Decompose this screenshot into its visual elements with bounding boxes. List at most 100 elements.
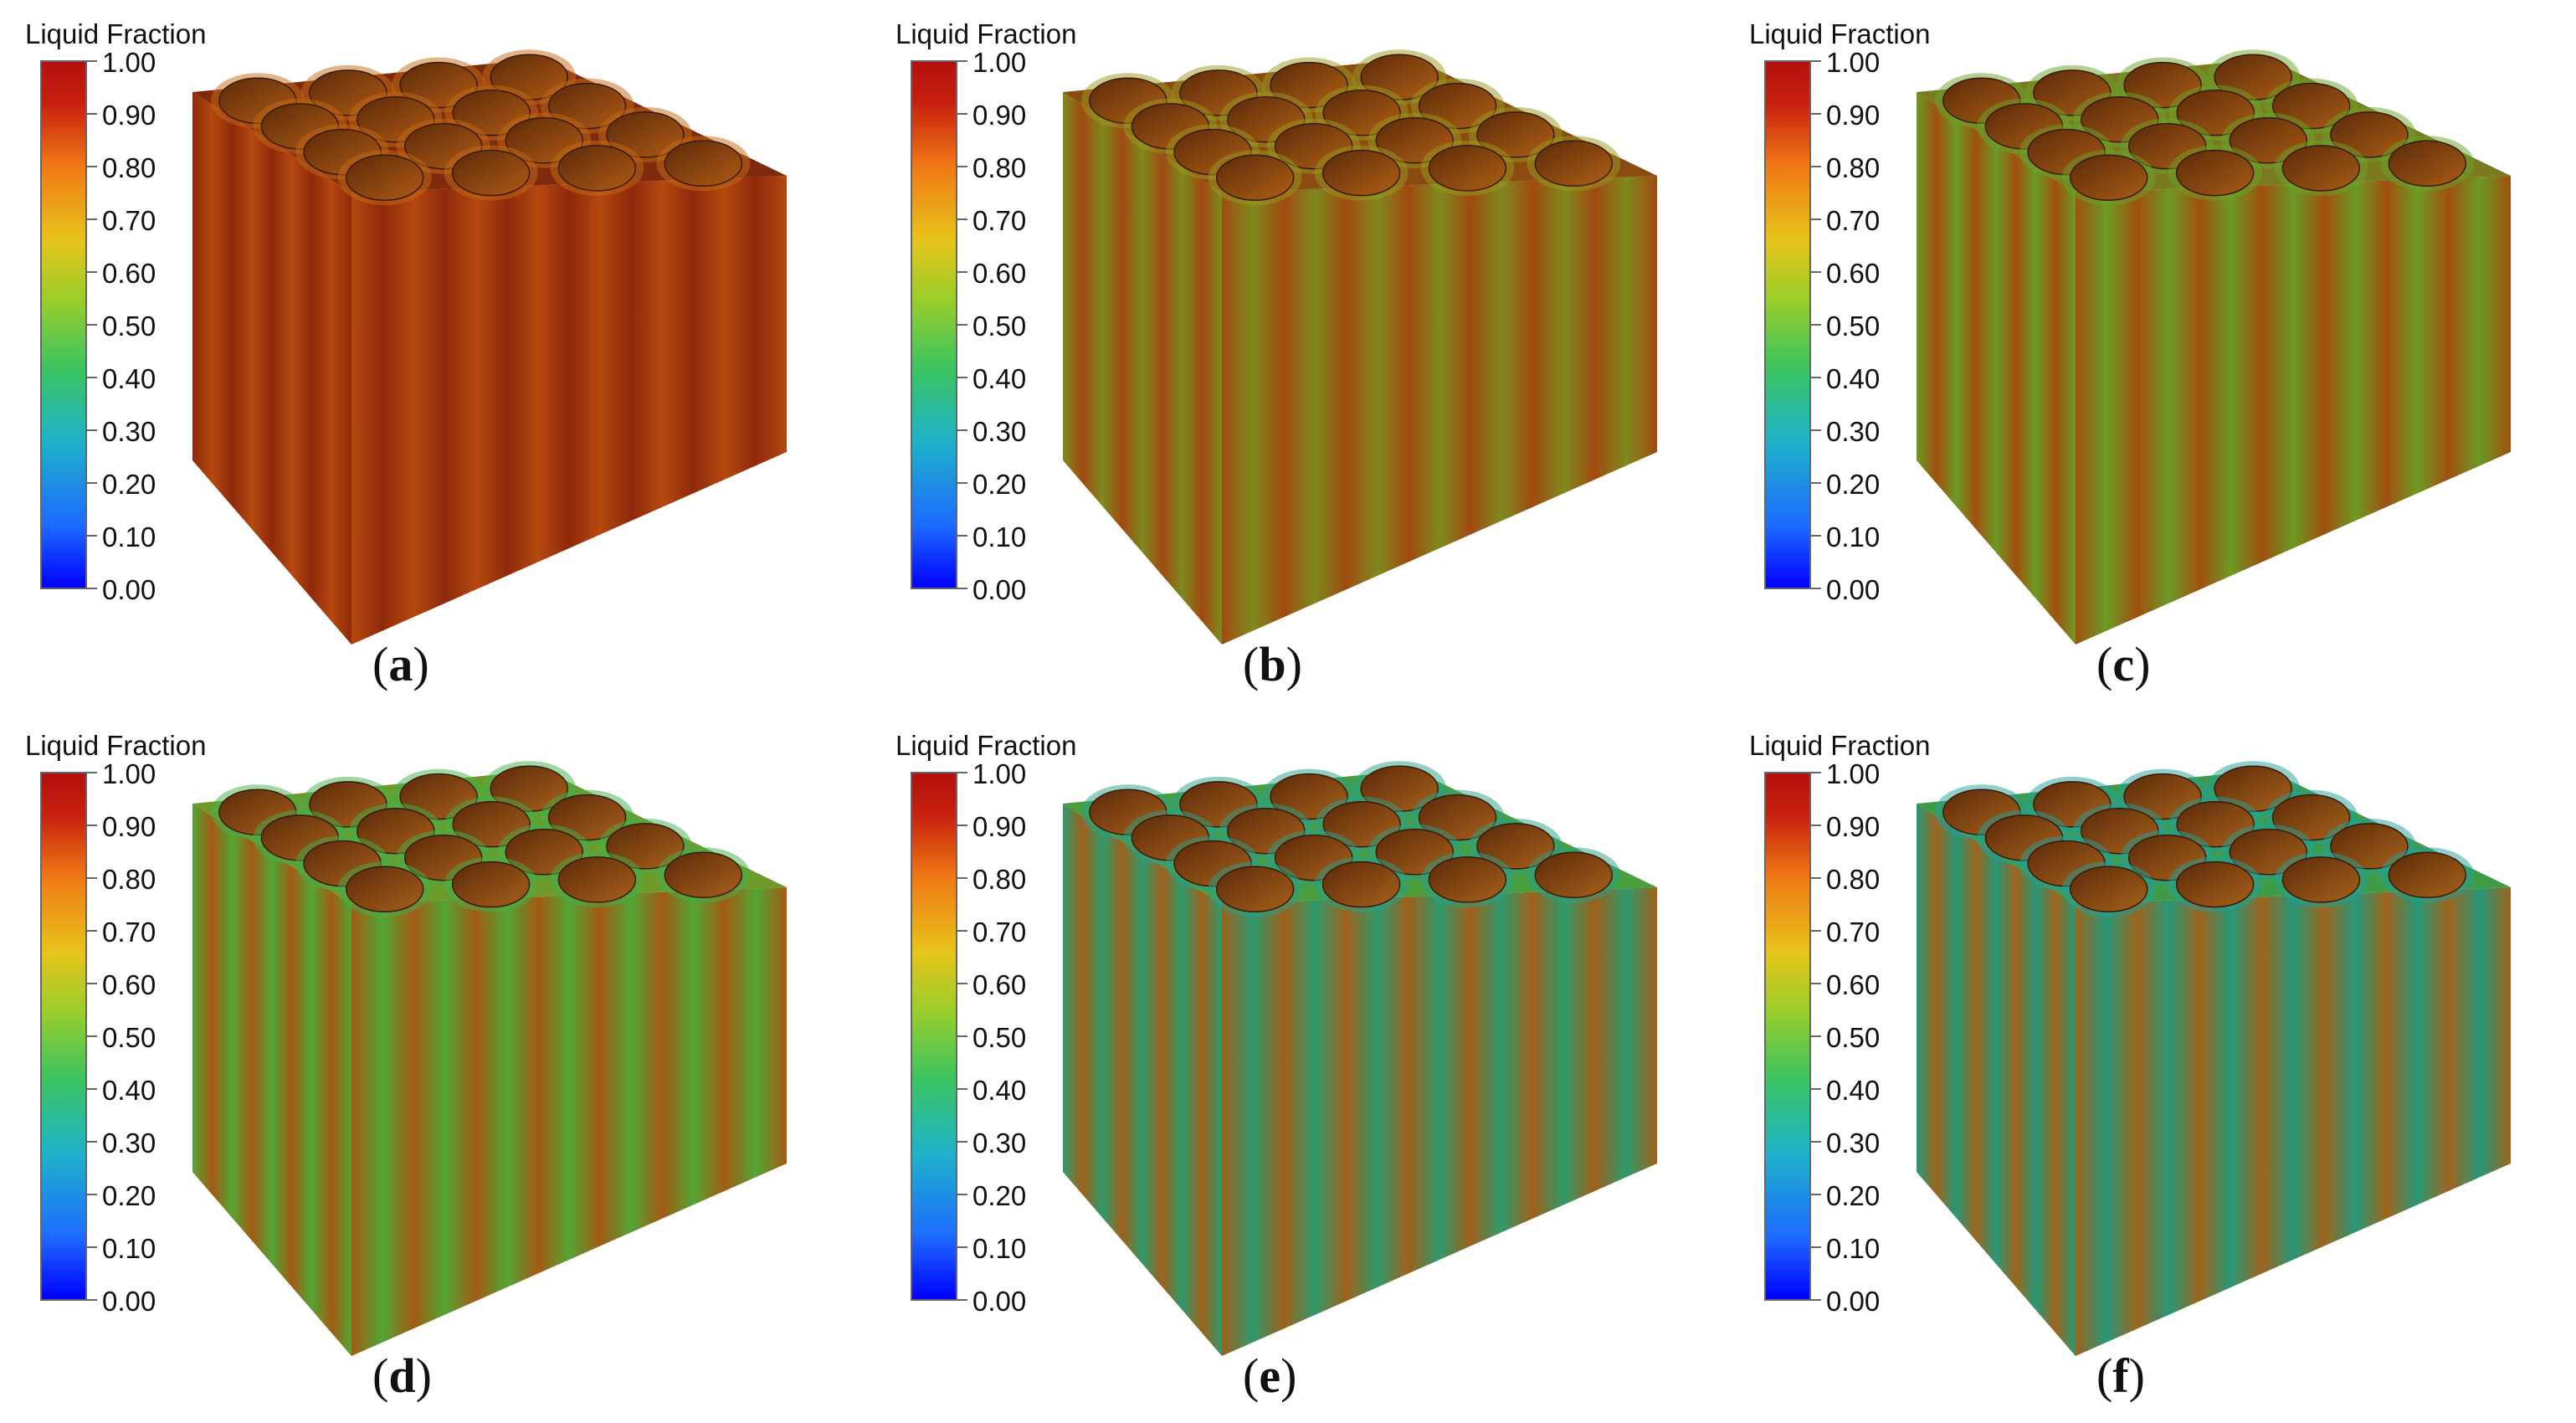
colorbar-tick-label: 0.60 [102, 969, 157, 1000]
cylinder-hole [1321, 149, 1401, 197]
colorbar-tick-mark [87, 166, 97, 167]
colorbar-tick-mark [1811, 772, 1821, 773]
colorbar-tick-mark [87, 1141, 97, 1143]
colorbar-tick-label: 0.80 [1826, 864, 1881, 895]
colorbar-tick-label: 0.10 [102, 521, 157, 552]
cylinder-hole [2069, 154, 2148, 201]
colorbar-tick-mark [957, 1194, 967, 1195]
colorbar-tick-label: 0.30 [1826, 416, 1881, 447]
panel-label-letter: f [2112, 1349, 2129, 1403]
colorbar-title: Liquid Fraction [895, 730, 1077, 761]
colorbar-tick-mark [1811, 218, 1821, 220]
colorbar-tick-label: 0.00 [1826, 1286, 1881, 1317]
colorbar [911, 772, 957, 1301]
cube-front-face [1222, 176, 1657, 645]
colorbar-tick-label: 0.10 [1826, 521, 1881, 552]
colorbar-tick-mark [957, 1141, 967, 1143]
colorbar-tick-label: 0.80 [972, 152, 1027, 183]
colorbar-tick-label: 0.00 [102, 574, 157, 605]
colorbar-tick-mark [87, 1194, 97, 1195]
colorbar-tick-mark [1811, 1246, 1821, 1248]
colorbar-tick-mark [87, 377, 97, 378]
colorbar-tick-label: 0.20 [972, 469, 1027, 500]
cylinder-hole [1428, 856, 1507, 903]
cube-left-face [192, 92, 352, 645]
colorbar-tick-label: 1.00 [972, 47, 1027, 78]
colorbar-tick-label: 1.00 [972, 758, 1027, 789]
cylinder-hole [1215, 154, 1295, 201]
colorbar-tick-mark [87, 983, 97, 984]
cube-front-face [2076, 887, 2511, 1356]
colorbar-tick-mark [1811, 877, 1821, 879]
cube-left-face [1917, 92, 2076, 645]
cylinder-hole [606, 823, 685, 870]
colorbar-tick-mark [957, 877, 967, 879]
colorbar-tick-mark [1811, 1141, 1821, 1143]
cylinder-hole [2330, 111, 2409, 158]
cylinder-hole [1534, 140, 1614, 188]
colorbar-tick-mark [1811, 271, 1821, 273]
colorbar-tick-label: 0.50 [102, 1022, 157, 1053]
colorbar-tick-mark [957, 772, 967, 773]
panel-label-letter: d [388, 1349, 416, 1403]
colorbar-tick-mark [87, 877, 97, 879]
cube-render [192, 761, 787, 1356]
colorbar-tick-mark [87, 324, 97, 326]
colorbar-title: Liquid Fraction [1749, 18, 1931, 49]
panel-b: Liquid Fraction 1.00 0.90 0.80 0.70 0.60 0.50 0… [870, 0, 1729, 712]
panel-label-close: ) [2128, 1349, 2145, 1403]
colorbar-tick-mark [87, 60, 97, 62]
colorbar-tick-label: 0.30 [102, 1128, 157, 1158]
panel-label: (b) [1243, 636, 1302, 692]
colorbar-tick-label: 0.30 [972, 416, 1027, 447]
colorbar-tick-label: 0.00 [102, 1286, 157, 1317]
colorbar-tick-mark [87, 113, 97, 115]
panel-label-open: ( [2096, 1349, 2113, 1403]
colorbar-tick-mark [1811, 535, 1821, 537]
cylinder-hole [2388, 140, 2467, 188]
cube-render [1063, 761, 1657, 1356]
cylinder-hole [557, 145, 637, 192]
cube-render [1063, 49, 1657, 645]
panel-a: Liquid Fraction 1.00 0.90 0.80 0.70 0.60 0.50 0… [0, 0, 859, 712]
cylinder-hole [1428, 145, 1507, 192]
colorbar-tick-mark [1811, 588, 1821, 589]
colorbar-tick-label: 0.50 [972, 311, 1027, 342]
colorbar [40, 60, 87, 589]
colorbar-tick-mark [87, 772, 97, 773]
panel-label-close: ) [2134, 637, 2151, 691]
colorbar-tick-mark [1811, 482, 1821, 484]
colorbar-tick-mark [87, 218, 97, 220]
colorbar-tick-label: 0.00 [972, 1286, 1027, 1317]
colorbar-tick-mark [957, 1299, 967, 1301]
colorbar-tick-label: 0.60 [1826, 969, 1881, 1000]
colorbar-tick-mark [1811, 983, 1821, 984]
colorbar-tick-mark [87, 535, 97, 537]
colorbar-tick-mark [957, 588, 967, 589]
cylinder-hole [2281, 856, 2361, 903]
colorbar-tick-label: 0.20 [102, 1180, 157, 1211]
colorbar-tick-label: 0.60 [972, 969, 1027, 1000]
colorbar-tick-mark [957, 271, 967, 273]
colorbar-tick-mark [87, 1035, 97, 1037]
colorbar-tick-label: 0.40 [102, 1075, 157, 1106]
colorbar-tick-mark [957, 482, 967, 484]
panel-label-letter: a [388, 637, 413, 691]
colorbar-tick-mark [1811, 60, 1821, 62]
panel-label-close: ) [1280, 1349, 1297, 1403]
colorbar-tick-label: 0.70 [1826, 205, 1881, 236]
panel-e: Liquid Fraction 1.00 0.90 0.80 0.70 0.60 0.50 0… [870, 712, 1729, 1423]
colorbar-tick-label: 0.40 [972, 1075, 1027, 1106]
colorbar-tick-label: 0.20 [1826, 469, 1881, 500]
colorbar-tick-label: 0.50 [1826, 311, 1881, 342]
colorbar-tick-label: 0.90 [1826, 100, 1881, 131]
colorbar-tick-label: 0.90 [972, 100, 1027, 131]
cylinder-hole [345, 866, 424, 912]
colorbar-tick-label: 0.70 [102, 917, 157, 948]
cylinder-hole [1476, 111, 1555, 158]
colorbar-tick-label: 0.10 [972, 521, 1027, 552]
colorbar [1764, 60, 1811, 589]
panel-label-open: ( [372, 637, 389, 691]
cube-left-face [1063, 92, 1222, 645]
cube-front-face [352, 887, 787, 1356]
